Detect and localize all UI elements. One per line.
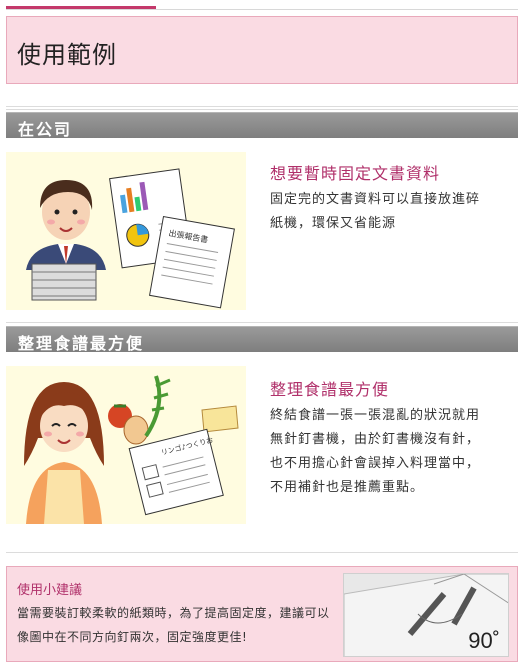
recipe-woman-image: リンゴ♪つくりお — [24, 375, 239, 524]
staple-angle-image: 90˚ — [343, 573, 509, 657]
top-accent-bar — [6, 6, 156, 10]
section-bar-office: 在公司 — [6, 112, 518, 139]
section-heading: 想要暫時固定文書資料 — [270, 164, 441, 183]
office-illustration: 出張報告書 — [6, 152, 246, 310]
section-bar-label: 整理食譜最方便 — [18, 334, 145, 353]
title-box: 使用範例 — [6, 16, 518, 84]
usage-tip-box: 使用小建議 當需要裝訂較柔軟的紙類時，為了提高固定度，建議可以像圖中在不同方向釘… — [6, 566, 518, 662]
office-worker-image: 出張報告書 — [26, 168, 235, 309]
stapler-diagram-icon — [344, 574, 508, 656]
angle-label: 90˚ — [468, 628, 500, 653]
section-bar-label: 在公司 — [18, 120, 73, 139]
section-heading: 整理食譜最方便 — [270, 380, 390, 399]
section-bar-recipe: 整理食譜最方便 — [6, 326, 518, 353]
divider — [6, 322, 518, 323]
divider — [6, 106, 518, 107]
recipe-illustration: リンゴ♪つくりお — [6, 366, 246, 524]
top-divider — [6, 9, 518, 10]
divider — [6, 552, 518, 553]
tip-body: 當需要裝訂較柔軟的紙類時，為了提高固定度，建議可以像圖中在不同方向釘兩次，固定強… — [17, 606, 330, 644]
tip-title: 使用小建議 — [17, 583, 83, 598]
page-title: 使用範例 — [17, 41, 117, 69]
divider — [6, 109, 518, 110]
section-body: 固定完的文書資料可以直接放進碎紙機，環保又省能源 — [270, 192, 481, 231]
section-body: 終結食譜一張一張混亂的狀況就用無針釘書機，由於釘書機沒有針，也不用擔心針會誤掉入… — [270, 408, 481, 495]
